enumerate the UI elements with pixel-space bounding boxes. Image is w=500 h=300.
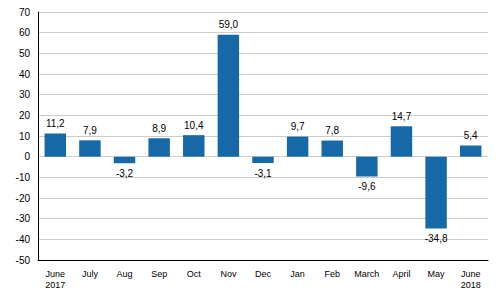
svg-text:0: 0 xyxy=(24,151,30,162)
svg-text:9,7: 9,7 xyxy=(291,121,305,132)
svg-text:March: March xyxy=(354,269,379,279)
svg-text:70: 70 xyxy=(19,7,31,18)
svg-text:June: June xyxy=(461,269,481,279)
svg-text:10: 10 xyxy=(19,131,31,142)
svg-text:-34,8: -34,8 xyxy=(425,233,448,244)
svg-text:July: July xyxy=(82,269,99,279)
svg-text:Dec: Dec xyxy=(255,269,272,279)
svg-text:2017: 2017 xyxy=(45,280,65,290)
svg-text:7,8: 7,8 xyxy=(325,125,339,136)
svg-text:Aug: Aug xyxy=(117,269,133,279)
svg-text:-9,6: -9,6 xyxy=(358,181,376,192)
svg-text:5,4: 5,4 xyxy=(464,130,478,141)
svg-text:Nov: Nov xyxy=(220,269,237,279)
svg-text:-3,2: -3,2 xyxy=(116,168,134,179)
svg-text:14,7: 14,7 xyxy=(392,111,412,122)
svg-text:7,9: 7,9 xyxy=(83,125,97,136)
svg-text:20: 20 xyxy=(19,110,31,121)
svg-text:50: 50 xyxy=(19,48,31,59)
svg-text:8,9: 8,9 xyxy=(152,123,166,134)
svg-text:May: May xyxy=(428,269,446,279)
svg-text:-50: -50 xyxy=(16,255,31,266)
svg-text:Jan: Jan xyxy=(290,269,305,279)
svg-text:June: June xyxy=(46,269,66,279)
svg-text:40: 40 xyxy=(19,69,31,80)
svg-text:11,2: 11,2 xyxy=(46,118,65,129)
svg-text:2018: 2018 xyxy=(461,280,481,290)
svg-text:-3,1: -3,1 xyxy=(254,168,272,179)
svg-text:30: 30 xyxy=(19,89,31,100)
svg-text:10,4: 10,4 xyxy=(184,120,204,131)
svg-text:59,0: 59,0 xyxy=(219,19,239,30)
svg-text:-40: -40 xyxy=(16,234,31,245)
svg-text:60: 60 xyxy=(19,27,31,38)
svg-text:Oct: Oct xyxy=(187,269,202,279)
svg-text:-10: -10 xyxy=(16,172,31,183)
svg-text:-30: -30 xyxy=(16,213,31,224)
svg-text:-20: -20 xyxy=(16,193,31,204)
svg-text:Sep: Sep xyxy=(151,269,167,279)
svg-text:April: April xyxy=(392,269,410,279)
svg-text:Feb: Feb xyxy=(324,269,340,279)
